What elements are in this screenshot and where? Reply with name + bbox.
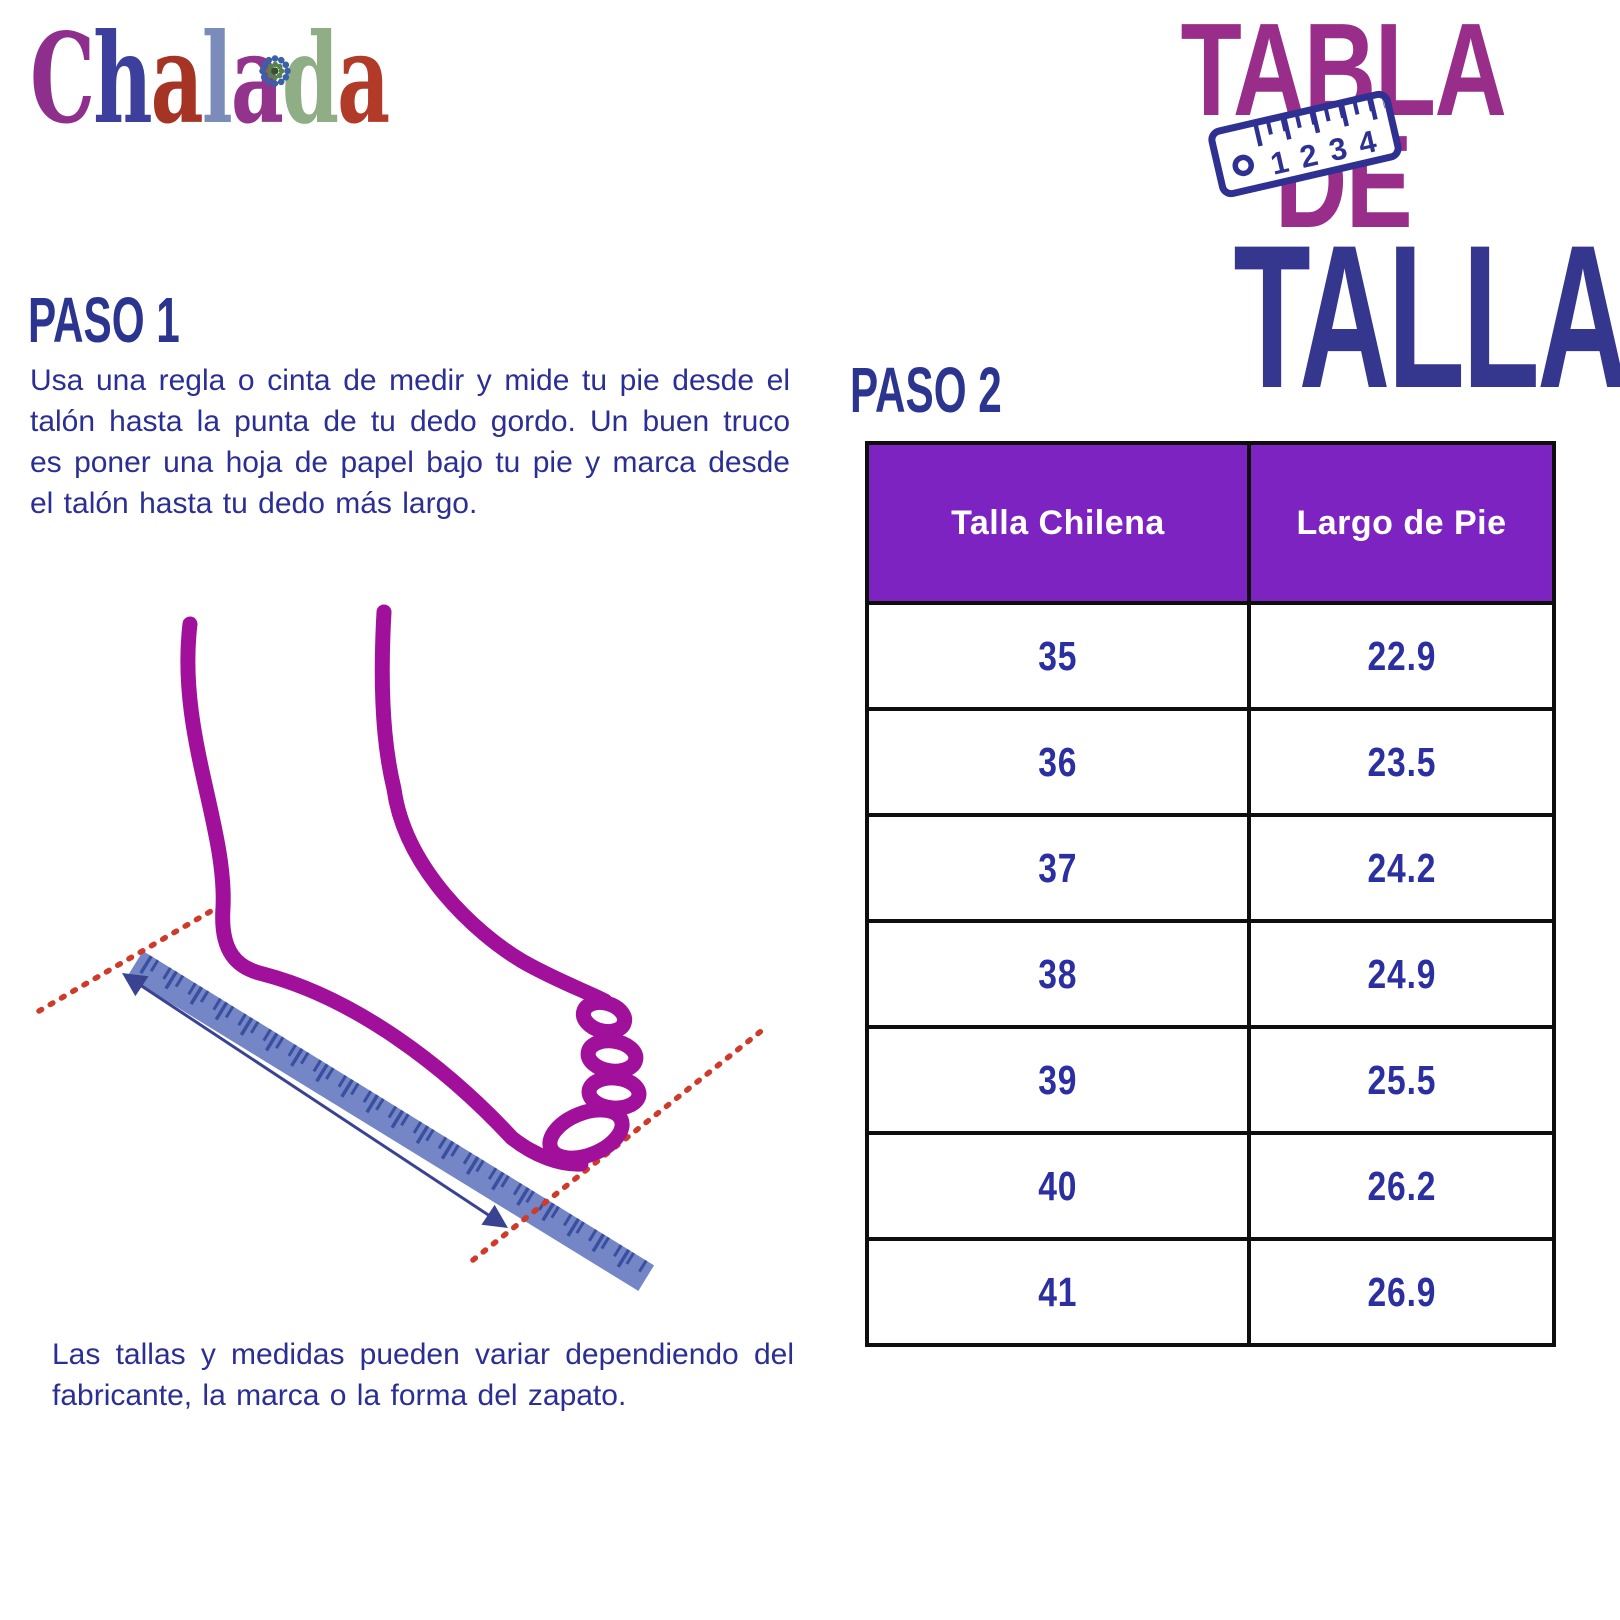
talla-cell: 35: [865, 601, 1251, 711]
brand-logo: Chalada: [30, 7, 390, 152]
measure-arrow: [121, 973, 509, 1228]
step2-heading: PASO 2: [850, 354, 1002, 426]
column-header-largo-de-pie: Largo de Pie: [1247, 441, 1556, 605]
ruler-icon: 1 2 3 4: [1208, 90, 1402, 198]
foot-outline: [180, 604, 647, 1172]
largo-cell: 26.2: [1247, 1131, 1556, 1241]
table-row: 36 23.5: [865, 707, 1556, 817]
heel-guide-line: [36, 900, 228, 1014]
column-header-talla-chilena: Talla Chilena: [865, 441, 1251, 605]
largo-cell: 23.5: [1247, 707, 1556, 817]
brand-letter: a: [337, 7, 390, 152]
table-row: 40 26.2: [865, 1131, 1556, 1241]
largo-cell: 24.9: [1247, 919, 1556, 1029]
talla-cell: 36: [865, 707, 1251, 817]
step1-heading: PASO 1: [28, 284, 180, 356]
table-row: 35 22.9: [865, 601, 1556, 711]
largo-cell: 26.9: [1247, 1237, 1556, 1347]
brand-letter: C: [30, 7, 95, 152]
brand-letter: d: [281, 7, 339, 152]
table-row: 37 24.2: [865, 813, 1556, 923]
flower-icon: [259, 55, 291, 87]
talla-cell: 39: [865, 1025, 1251, 1135]
size-table-header-row: Talla Chilena Largo de Pie: [865, 441, 1556, 605]
largo-cell: 25.5: [1247, 1025, 1556, 1135]
largo-cell: 22.9: [1247, 601, 1556, 711]
talla-cell: 40: [865, 1131, 1251, 1241]
talla-cell: 41: [865, 1237, 1251, 1347]
table-row: 41 26.9: [865, 1237, 1556, 1347]
largo-cell: 24.2: [1247, 813, 1556, 923]
brand-letter: a: [150, 7, 204, 152]
page-title: TABLA DE TALLAS: [1088, 4, 1620, 420]
step1-instructions: Usa una regla o cinta de medir y mide tu…: [30, 364, 790, 520]
brand-letter: l: [201, 7, 233, 152]
table-row: 39 25.5: [865, 1025, 1556, 1135]
talla-cell: 38: [865, 919, 1251, 1029]
brand-letter: h: [93, 7, 153, 152]
foot-measurement-illustration: [36, 604, 768, 1291]
footnote: Las tallas y medidas pueden variar depen…: [52, 1338, 794, 1412]
size-table: Talla Chilena Largo de Pie 35 22.9 36 23…: [865, 441, 1556, 1347]
talla-cell: 37: [865, 813, 1251, 923]
title-line-2: TALLAS: [1233, 203, 1620, 431]
table-row: 38 24.9: [865, 919, 1556, 1029]
